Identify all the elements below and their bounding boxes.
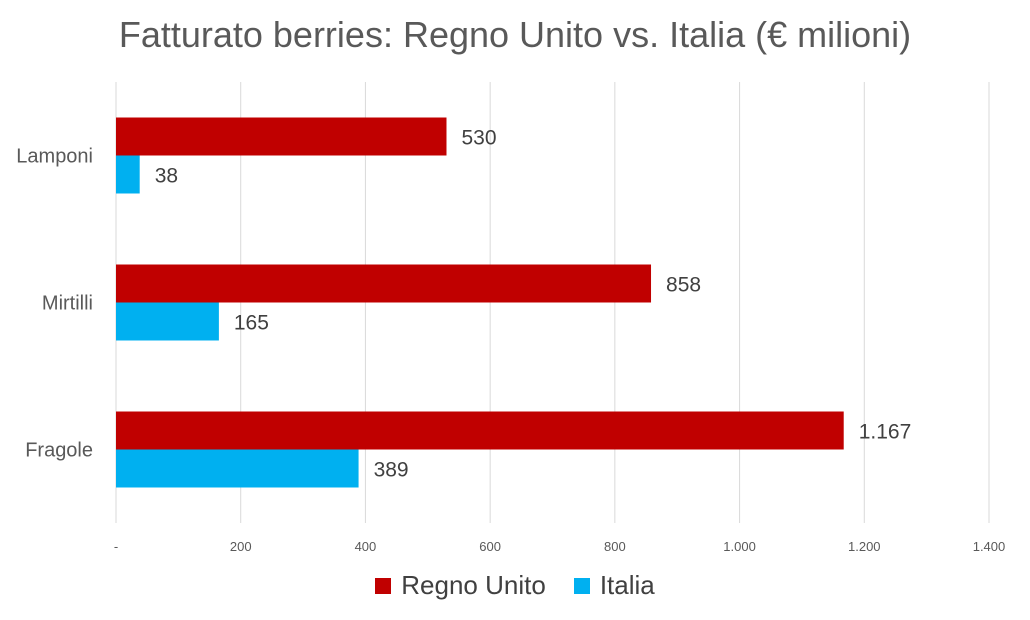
- data-label: 165: [234, 312, 269, 335]
- legend-item-regno-unito: Regno Unito: [375, 570, 546, 601]
- chart-title: Fatturato berries: Regno Unito vs. Itali…: [118, 14, 912, 55]
- legend-swatch-italia: [573, 577, 590, 594]
- x-tick-label: 200: [230, 539, 252, 554]
- data-label: 1.167: [859, 421, 912, 444]
- bar-italia: [116, 155, 140, 194]
- chart-legend: Regno Unito Italia: [0, 570, 1030, 601]
- x-tick-label: 1.000: [723, 539, 756, 554]
- bar-regno-unito: [116, 264, 652, 303]
- x-tick-label: 400: [355, 539, 377, 554]
- data-label: 530: [461, 127, 496, 150]
- bar-italia: [116, 449, 359, 488]
- bar-regno-unito: [116, 117, 447, 156]
- bar-regno-unito: [116, 411, 844, 450]
- category-label: Fragole: [25, 440, 93, 462]
- legend-label-italia: Italia: [599, 570, 655, 600]
- bar-italia: [116, 302, 219, 341]
- x-tick-label: 800: [604, 539, 626, 554]
- legend-item-italia: Italia: [573, 570, 655, 601]
- data-label: 38: [155, 165, 178, 188]
- legend-label-regno-unito: Regno Unito: [401, 570, 546, 600]
- legend-swatch-regno-unito: [375, 577, 392, 594]
- x-tick-label: 1.400: [973, 539, 1006, 554]
- x-tick-label: 600: [479, 539, 501, 554]
- x-tick-label: -: [114, 539, 118, 554]
- data-label: 858: [666, 274, 701, 297]
- category-label: Lamponi: [16, 146, 93, 168]
- data-label: 389: [374, 459, 409, 482]
- x-tick-label: 1.200: [848, 539, 881, 554]
- category-label: Mirtilli: [42, 293, 93, 315]
